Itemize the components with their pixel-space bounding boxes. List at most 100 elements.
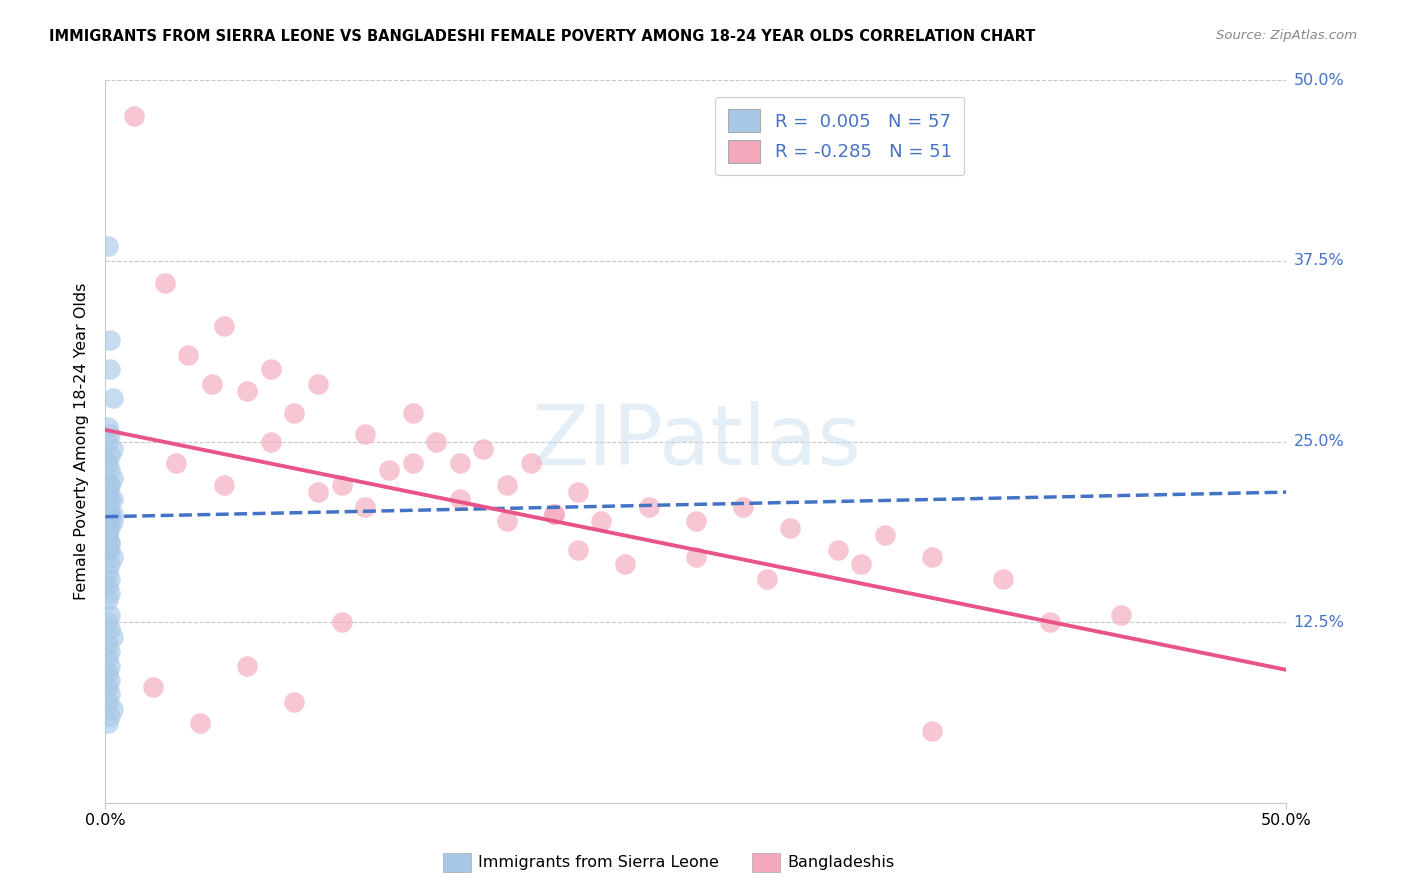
Point <box>98 449 121 463</box>
Point <box>543 507 565 521</box>
Point <box>97 615 120 630</box>
Point <box>97 528 120 542</box>
Point <box>97 456 120 470</box>
Point <box>98 709 121 723</box>
Point <box>101 630 124 644</box>
Point <box>98 507 121 521</box>
Point <box>260 434 283 449</box>
Point <box>101 507 124 521</box>
Point <box>201 376 224 391</box>
Point <box>98 507 121 521</box>
Point <box>98 673 121 687</box>
Text: Bangladeshis: Bangladeshis <box>787 855 894 870</box>
Text: Source: ZipAtlas.com: Source: ZipAtlas.com <box>1216 29 1357 43</box>
Point <box>97 665 120 680</box>
Point <box>567 542 589 557</box>
Point <box>330 615 353 630</box>
Point <box>283 406 305 420</box>
Point <box>330 478 353 492</box>
Point <box>921 550 943 565</box>
Text: Immigrants from Sierra Leone: Immigrants from Sierra Leone <box>478 855 718 870</box>
Point <box>543 507 565 521</box>
Point <box>449 492 471 507</box>
Point <box>307 376 329 391</box>
Point <box>97 695 120 709</box>
Point <box>97 637 120 651</box>
Point <box>97 507 120 521</box>
Point <box>1039 615 1062 630</box>
Point <box>97 500 120 514</box>
Point <box>101 550 124 565</box>
Point <box>98 362 121 376</box>
Point <box>236 658 259 673</box>
Point <box>1109 607 1132 622</box>
Text: 25.0%: 25.0% <box>1294 434 1344 449</box>
Point <box>685 550 707 565</box>
Point <box>921 723 943 738</box>
Point <box>153 276 176 290</box>
Point <box>472 442 495 456</box>
Point <box>97 542 120 557</box>
Point <box>98 478 121 492</box>
Point <box>97 521 120 535</box>
Point <box>98 478 121 492</box>
Point <box>307 485 329 500</box>
Point <box>97 565 120 579</box>
Point <box>101 442 124 456</box>
Point <box>188 716 211 731</box>
Text: IMMIGRANTS FROM SIERRA LEONE VS BANGLADESHI FEMALE POVERTY AMONG 18-24 YEAR OLDS: IMMIGRANTS FROM SIERRA LEONE VS BANGLADE… <box>49 29 1036 45</box>
Point <box>991 572 1014 586</box>
Point <box>496 478 519 492</box>
Point <box>97 420 120 434</box>
Point <box>97 593 120 607</box>
Point <box>401 406 423 420</box>
Point <box>97 239 120 253</box>
Point <box>98 514 121 528</box>
Point <box>755 572 778 586</box>
Point <box>97 434 120 449</box>
Point <box>97 680 120 694</box>
Y-axis label: Female Poverty Among 18-24 Year Olds: Female Poverty Among 18-24 Year Olds <box>73 283 89 600</box>
Point <box>378 463 401 477</box>
Point <box>98 558 121 572</box>
Point <box>98 535 121 549</box>
Point <box>98 521 121 535</box>
Point <box>425 434 447 449</box>
Point <box>614 558 637 572</box>
Point <box>449 456 471 470</box>
Point <box>97 528 120 542</box>
Point <box>98 427 121 442</box>
Point <box>98 658 121 673</box>
Point <box>685 514 707 528</box>
Point <box>101 702 124 716</box>
Point <box>851 558 873 572</box>
Point <box>567 485 589 500</box>
Point <box>733 500 755 514</box>
Point <box>122 110 145 124</box>
Text: 50.0%: 50.0% <box>1294 73 1344 87</box>
Point <box>260 362 283 376</box>
Point <box>97 716 120 731</box>
Point <box>519 456 541 470</box>
Text: 37.5%: 37.5% <box>1294 253 1344 268</box>
Point <box>236 384 259 398</box>
Point <box>98 535 121 549</box>
Point <box>637 500 659 514</box>
Point <box>779 521 801 535</box>
Point <box>354 500 377 514</box>
Point <box>142 680 165 694</box>
Legend: R =  0.005   N = 57, R = -0.285   N = 51: R = 0.005 N = 57, R = -0.285 N = 51 <box>716 96 965 176</box>
Point <box>212 318 235 333</box>
Point <box>98 586 121 600</box>
Point <box>97 485 120 500</box>
Point <box>165 456 187 470</box>
Point <box>97 521 120 535</box>
Point <box>496 514 519 528</box>
Point <box>283 695 305 709</box>
Point <box>401 456 423 470</box>
Point <box>101 470 124 484</box>
Point <box>98 463 121 477</box>
Point <box>101 492 124 507</box>
Point <box>177 348 200 362</box>
Point <box>98 644 121 658</box>
